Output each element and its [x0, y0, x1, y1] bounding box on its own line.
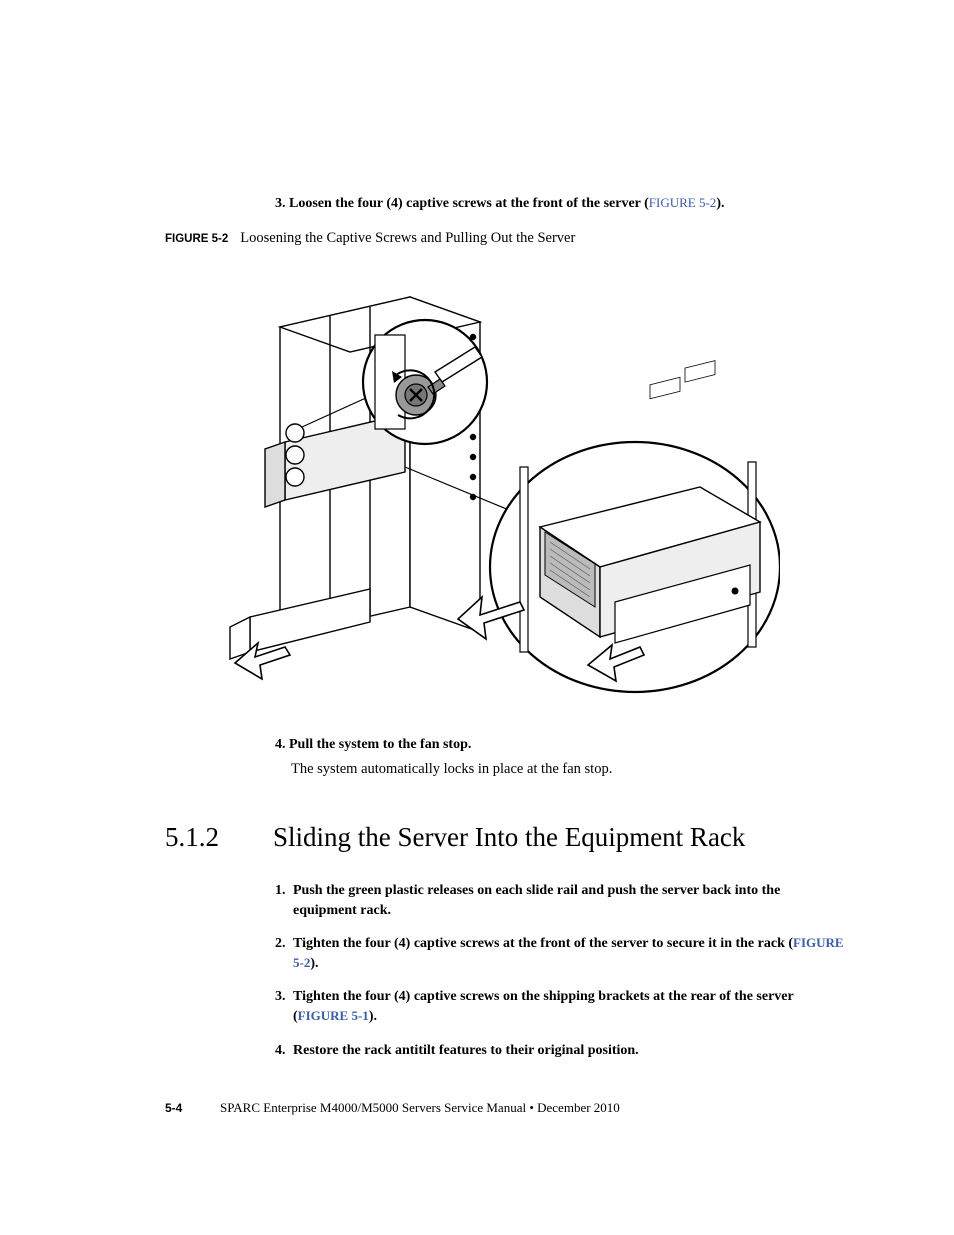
proc-1-number: 1. — [275, 881, 293, 920]
step-4-description: The system automatically locks in place … — [291, 761, 844, 778]
figure-5-2-link[interactable]: FIGURE 5-2 — [649, 195, 717, 210]
procedure-step-3: 3. Tighten the four (4) captive screws o… — [275, 987, 844, 1026]
figure-5-1-link[interactable]: FIGURE 5-1 — [298, 1008, 369, 1023]
figure-label: FIGURE 5-2 — [165, 233, 228, 245]
step-3-number: 3. — [275, 196, 286, 211]
step-4: 4. Pull the system to the fan stop. The … — [275, 737, 844, 778]
proc-2-number: 2. — [275, 934, 293, 973]
proc-3-number: 3. — [275, 987, 293, 1026]
proc-3-text: Tighten the four (4) captive screws on t… — [293, 987, 844, 1026]
footer-page-number: 5-4 — [165, 1101, 220, 1115]
proc-2-prefix: Tighten the four (4) captive screws at t… — [293, 936, 793, 951]
page-footer: 5-4 SPARC Enterprise M4000/M5000 Servers… — [165, 1100, 844, 1116]
proc-1-text: Push the green plastic releases on each … — [293, 881, 844, 920]
step-3: 3. Loosen the four (4) captive screws at… — [275, 195, 844, 212]
step-4-heading: 4. Pull the system to the fan stop. — [275, 737, 844, 753]
section-title: Sliding the Server Into the Equipment Ra… — [273, 822, 745, 853]
figure-caption-row: FIGURE 5-2 Loosening the Captive Screws … — [165, 230, 844, 247]
figure-caption: Loosening the Captive Screws and Pulling… — [240, 230, 575, 247]
footer-text: SPARC Enterprise M4000/M5000 Servers Ser… — [220, 1100, 620, 1116]
section-heading: 5.1.2 Sliding the Server Into the Equipm… — [165, 822, 844, 853]
procedure-step-2: 2. Tighten the four (4) captive screws a… — [275, 934, 844, 973]
step-3-text-suffix: ). — [716, 196, 724, 211]
procedure-step-4: 4. Restore the rack antitilt features to… — [275, 1041, 844, 1061]
step-4-bold-text: Pull the system to the fan stop. — [289, 737, 471, 752]
proc-2-text: Tighten the four (4) captive screws at t… — [293, 934, 844, 973]
page-content: 3. Loosen the four (4) captive screws at… — [0, 0, 954, 1116]
proc-4-text: Restore the rack antitilt features to th… — [293, 1041, 844, 1061]
figure-5-2-diagram — [220, 267, 780, 707]
step-3-text-prefix: Loosen the four (4) captive screws at th… — [289, 196, 649, 211]
procedure-list: 1. Push the green plastic releases on ea… — [275, 881, 844, 1060]
section-number: 5.1.2 — [165, 822, 273, 853]
step-4-number: 4. — [275, 737, 286, 752]
proc-2-suffix: ). — [310, 956, 318, 971]
proc-4-number: 4. — [275, 1041, 293, 1061]
procedure-step-1: 1. Push the green plastic releases on ea… — [275, 881, 844, 920]
proc-3-suffix: ). — [369, 1009, 377, 1024]
